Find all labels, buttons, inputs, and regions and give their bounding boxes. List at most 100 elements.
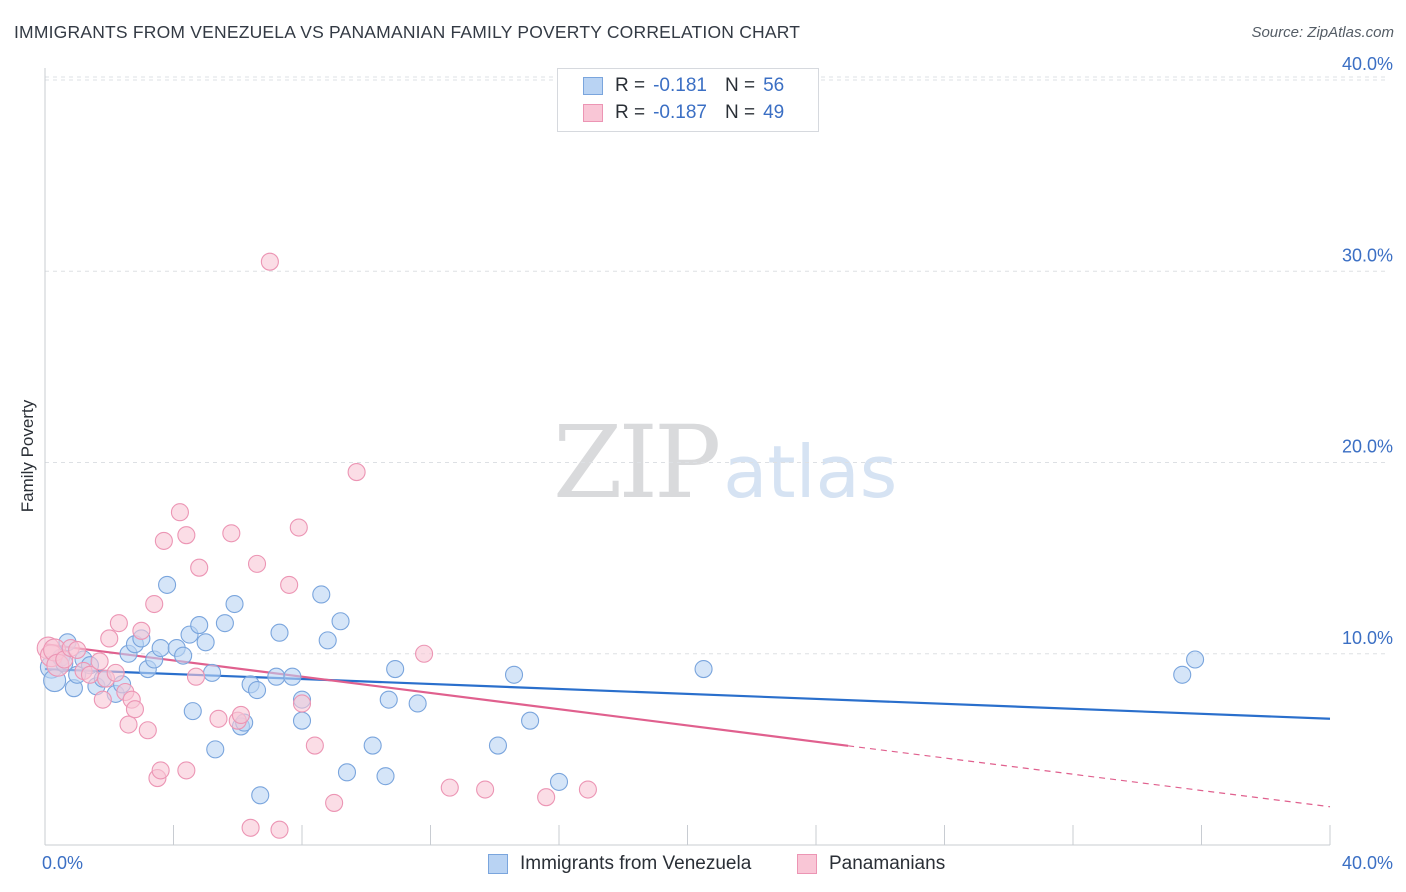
point-venezuela — [174, 646, 193, 665]
y-tick-label: 40.0% — [1342, 54, 1393, 74]
y-axis-label: Family Poverty — [18, 399, 37, 513]
point-panamanian — [109, 614, 128, 633]
point-panamanian — [537, 788, 556, 807]
point-panamanian — [292, 694, 312, 713]
point-panamanian — [415, 644, 434, 663]
point-venezuela — [1173, 665, 1192, 684]
point-venezuela — [549, 772, 569, 791]
point-panamanian — [100, 629, 119, 648]
point-panamanian — [145, 594, 164, 614]
legend-row-panamanians: R = -0.187 N = 49 — [583, 101, 784, 125]
point-panamanian — [186, 667, 206, 686]
point-panamanian — [170, 503, 189, 522]
point-panamanian — [93, 690, 112, 709]
point-panamanian — [289, 518, 308, 537]
point-panamanian — [177, 761, 196, 780]
bottom-legend-venezuela[interactable]: Immigrants from Venezuela — [488, 850, 751, 878]
legend-row-venezuela: R = -0.181 N = 56 — [583, 74, 784, 98]
point-venezuela — [190, 616, 209, 635]
point-venezuela — [203, 663, 222, 682]
point-venezuela — [521, 711, 540, 730]
point-panamanian — [209, 709, 228, 728]
legend-r-label: R = — [615, 102, 646, 123]
point-panamanian — [190, 558, 209, 577]
correlation-legend: R = -0.181 N = 56 R = -0.187 N = 49 — [557, 68, 819, 132]
point-venezuela — [196, 633, 215, 652]
point-venezuela — [251, 786, 270, 805]
legend-label-venezuela: Immigrants from Venezuela — [520, 853, 752, 874]
point-venezuela — [337, 763, 357, 782]
chart-title: IMMIGRANTS FROM VENEZUELA VS PANAMANIAN … — [14, 22, 801, 42]
point-venezuela — [283, 667, 302, 686]
legend-n-label: N = — [724, 102, 756, 123]
point-panamanian — [119, 715, 138, 734]
point-venezuela — [270, 623, 289, 642]
point-venezuela — [379, 690, 398, 709]
point-venezuela — [183, 702, 202, 721]
bottom-legend-panamanians[interactable]: Panamanians — [797, 850, 945, 878]
point-venezuela — [1186, 650, 1205, 669]
legend-n-value: 56 — [763, 75, 785, 96]
point-panamanian — [231, 705, 251, 725]
legend-swatch-blue — [583, 77, 603, 95]
legend-r-value: -0.187 — [653, 102, 707, 123]
point-panamanian — [132, 621, 151, 640]
trendline-panamanian-projection — [848, 745, 1331, 808]
point-venezuela — [267, 667, 286, 686]
point-panamanian — [125, 700, 144, 719]
point-panamanian — [90, 652, 109, 671]
point-panamanian — [154, 531, 173, 550]
label-layer: 10.0% 20.0% 30.0% 40.0% 0.0% 40.0% — [42, 54, 1393, 873]
point-venezuela — [158, 575, 177, 594]
point-venezuela — [247, 681, 267, 700]
point-panamanian — [270, 820, 289, 839]
axis-layer — [44, 68, 1331, 846]
source-credit: Source: ZipAtlas.com — [1251, 24, 1394, 41]
point-venezuela — [408, 694, 427, 713]
legend-label-panamanians: Panamanians — [829, 853, 946, 874]
point-panamanian — [106, 663, 125, 682]
point-panamanian — [138, 721, 157, 740]
point-venezuela — [318, 631, 337, 650]
point-venezuela — [225, 594, 244, 614]
point-panamanian — [280, 575, 299, 594]
point-panamanian — [68, 640, 87, 659]
point-panamanian — [578, 780, 597, 799]
legend-n-value: 49 — [763, 102, 785, 123]
point-panamanian — [177, 526, 196, 545]
grid-layer — [45, 76, 1388, 655]
legend-r-value: -0.181 — [653, 75, 707, 96]
point-venezuela — [504, 665, 524, 684]
y-tick-label: 30.0% — [1342, 245, 1393, 265]
point-venezuela — [292, 711, 312, 730]
point-venezuela — [386, 659, 405, 679]
legend-n-label: N = — [724, 75, 756, 96]
point-venezuela — [694, 659, 713, 679]
point-panamanian — [325, 793, 344, 812]
point-panamanian — [440, 778, 459, 797]
x-tick-label: 0.0% — [42, 853, 83, 873]
legend-r-label: R = — [615, 75, 646, 96]
watermark-atlas: atlas — [723, 430, 898, 514]
point-panamanian — [151, 761, 170, 780]
y-tick-label: 10.0% — [1342, 628, 1393, 648]
point-venezuela — [376, 767, 395, 786]
trendline-venezuela — [44, 667, 1331, 720]
legend-swatch-pink — [583, 104, 603, 122]
point-venezuela — [151, 638, 170, 658]
point-panamanian — [247, 554, 267, 573]
point-panamanian — [305, 736, 324, 755]
point-panamanian — [222, 524, 241, 543]
legend-swatch-pink — [797, 854, 817, 874]
point-panamanian — [260, 252, 279, 271]
x-tick-label: 40.0% — [1342, 853, 1393, 873]
points-layer — [36, 252, 1205, 839]
point-venezuela — [215, 614, 234, 633]
point-venezuela — [363, 736, 382, 755]
point-venezuela — [206, 740, 225, 759]
point-venezuela — [331, 612, 350, 631]
point-venezuela — [312, 585, 331, 604]
point-panamanian — [241, 818, 260, 837]
y-tick-label: 20.0% — [1342, 437, 1393, 457]
